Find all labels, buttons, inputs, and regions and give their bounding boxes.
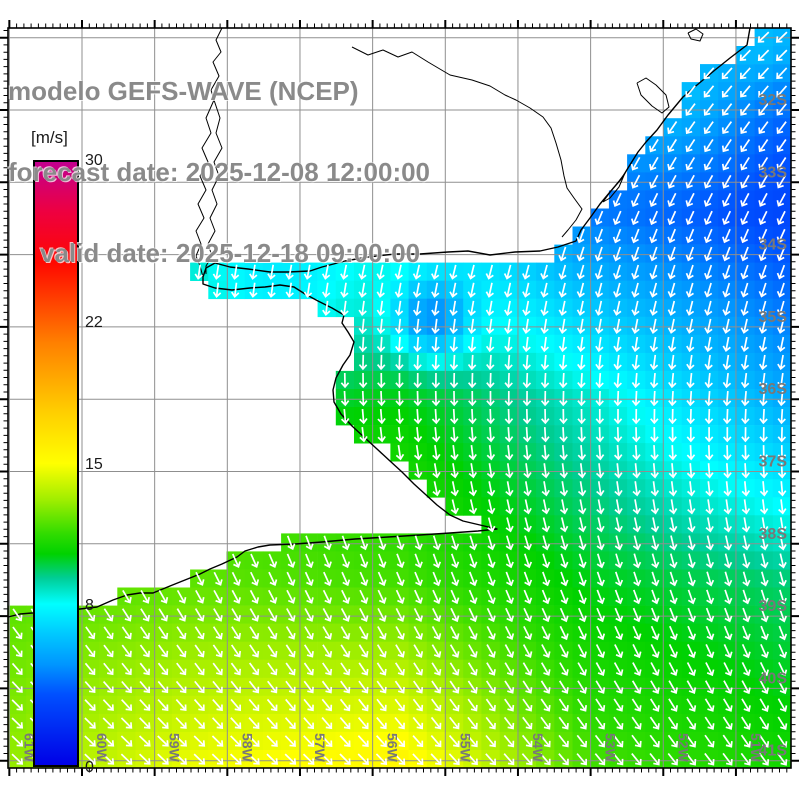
svg-text:39S: 39S xyxy=(759,598,788,615)
svg-text:56W: 56W xyxy=(385,733,401,763)
title-forecast-date: forecast date: 2025-12-08 12:00:00 xyxy=(8,157,431,187)
title-valid-date: valid date: 2025-12-18 09:00:00 xyxy=(40,238,421,268)
svg-text:52W: 52W xyxy=(675,733,691,763)
svg-text:59W: 59W xyxy=(167,733,183,763)
svg-text:37S: 37S xyxy=(759,454,788,471)
svg-text:34S: 34S xyxy=(759,237,788,254)
major-ticks xyxy=(0,20,799,776)
svg-text:54W: 54W xyxy=(530,733,546,763)
svg-text:32S: 32S xyxy=(759,92,788,109)
svg-text:41S: 41S xyxy=(759,743,788,760)
colorbar-tick-label: 0 xyxy=(85,759,94,776)
svg-text:53W: 53W xyxy=(603,733,619,763)
svg-text:51W: 51W xyxy=(748,733,764,763)
svg-text:58W: 58W xyxy=(239,733,255,763)
svg-text:40S: 40S xyxy=(759,670,788,687)
wind-arrows-layer xyxy=(11,31,788,766)
title-model: modelo GEFS-WAVE (NCEP) xyxy=(8,76,359,106)
colorbar-tick-label: 30 xyxy=(85,152,103,169)
colorbar-unit-label: [m/s] xyxy=(31,128,68,147)
map-titles: modelo GEFS-WAVE (NCEP) forecast date: 2… xyxy=(8,24,430,321)
colorbar-tick-label: 22 xyxy=(85,313,103,331)
svg-text:60W: 60W xyxy=(94,733,110,763)
svg-text:33S: 33S xyxy=(759,164,788,181)
map-border xyxy=(7,27,792,769)
svg-text:57W: 57W xyxy=(312,733,328,763)
svg-text:38S: 38S xyxy=(759,526,788,543)
colorbar-tick-label: 8 xyxy=(85,597,94,615)
svg-text:55W: 55W xyxy=(457,733,473,763)
svg-text:35S: 35S xyxy=(759,309,788,326)
svg-text:36S: 36S xyxy=(759,381,788,398)
colorbar-tick-label: 15 xyxy=(85,455,103,473)
colorbar-gradient xyxy=(33,160,79,767)
